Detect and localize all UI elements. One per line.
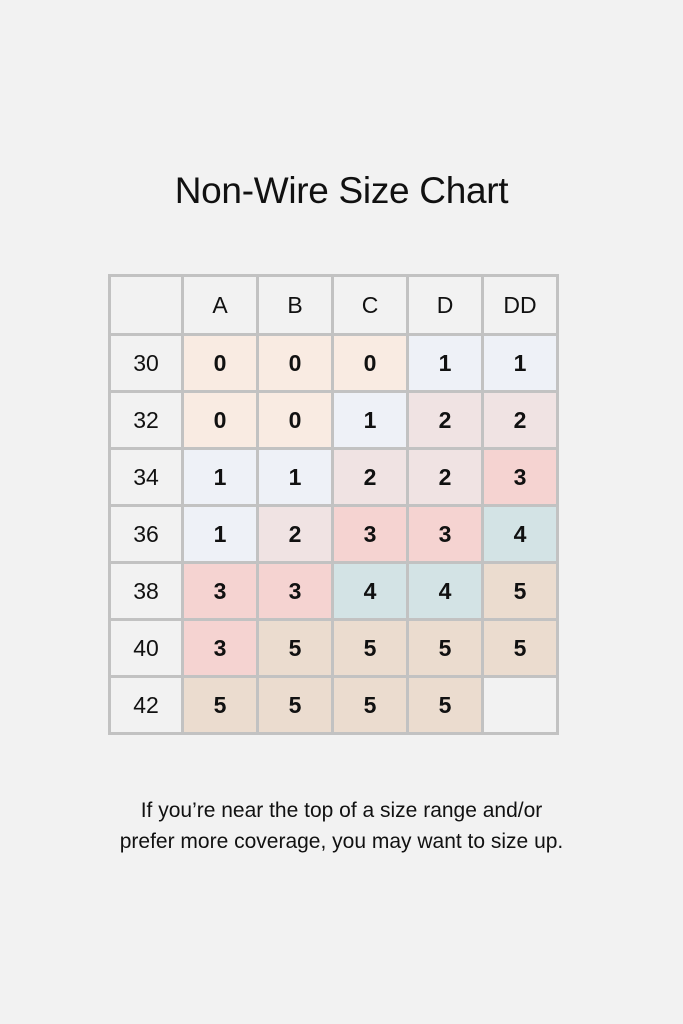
- cell-34-C: 2: [331, 447, 409, 507]
- cell-38-C: 4: [331, 561, 409, 621]
- column-header-C: C: [331, 274, 409, 336]
- table-row: 30 0 0 0 1 1: [108, 333, 559, 393]
- band-label-42: 42: [108, 675, 184, 735]
- column-header-D: D: [406, 274, 484, 336]
- cell-40-D: 5: [406, 618, 484, 678]
- cell-36-D: 3: [406, 504, 484, 564]
- chart-title: Non-Wire Size Chart: [174, 170, 509, 211]
- cell-42-C: 5: [331, 675, 409, 735]
- cell-30-B: 0: [256, 333, 334, 393]
- header-row: A B C D DD: [108, 274, 559, 336]
- cell-32-DD: 2: [481, 390, 559, 450]
- table-row: 36 1 2 3 3 4: [108, 504, 559, 564]
- cell-30-D: 1: [406, 333, 484, 393]
- cell-36-C: 3: [331, 504, 409, 564]
- size-note: If you’re near the top of a size range a…: [0, 795, 683, 857]
- cell-40-A: 3: [181, 618, 259, 678]
- column-header-A: A: [181, 274, 259, 336]
- corner-cell: [108, 274, 184, 336]
- band-label-30: 30: [108, 333, 184, 393]
- cell-38-D: 4: [406, 561, 484, 621]
- table-row: 40 3 5 5 5 5: [108, 618, 559, 678]
- size-table: A B C D DD 30 0 0 0 1 1 32 0 0 1 2 2 34 1 1 2 2 3 36 1 2 3 3 4 38 3 3 4 4…: [108, 274, 559, 735]
- cell-42-A: 5: [181, 675, 259, 735]
- cell-30-DD: 1: [481, 333, 559, 393]
- band-label-40: 40: [108, 618, 184, 678]
- cell-36-DD: 4: [481, 504, 559, 564]
- cell-36-B: 2: [256, 504, 334, 564]
- cell-30-C: 0: [331, 333, 409, 393]
- cell-34-D: 2: [406, 447, 484, 507]
- cell-34-B: 1: [256, 447, 334, 507]
- cell-42-DD: [481, 675, 559, 735]
- cell-36-A: 1: [181, 504, 259, 564]
- band-label-34: 34: [108, 447, 184, 507]
- cell-40-C: 5: [331, 618, 409, 678]
- cell-42-B: 5: [256, 675, 334, 735]
- note-line-1: If you’re near the top of a size range a…: [140, 799, 543, 822]
- band-label-32: 32: [108, 390, 184, 450]
- cell-32-D: 2: [406, 390, 484, 450]
- cell-34-DD: 3: [481, 447, 559, 507]
- column-header-DD: DD: [481, 274, 559, 336]
- column-header-B: B: [256, 274, 334, 336]
- table-row: 32 0 0 1 2 2: [108, 390, 559, 450]
- cell-30-A: 0: [181, 333, 259, 393]
- table-row: 38 3 3 4 4 5: [108, 561, 559, 621]
- table-row: 34 1 1 2 2 3: [108, 447, 559, 507]
- cell-38-B: 3: [256, 561, 334, 621]
- cell-38-DD: 5: [481, 561, 559, 621]
- band-label-36: 36: [108, 504, 184, 564]
- band-label-38: 38: [108, 561, 184, 621]
- cell-40-B: 5: [256, 618, 334, 678]
- table-row: 42 5 5 5 5: [108, 675, 559, 735]
- cell-32-A: 0: [181, 390, 259, 450]
- cell-32-B: 0: [256, 390, 334, 450]
- cell-34-A: 1: [181, 447, 259, 507]
- cell-38-A: 3: [181, 561, 259, 621]
- cell-40-DD: 5: [481, 618, 559, 678]
- cell-32-C: 1: [331, 390, 409, 450]
- cell-42-D: 5: [406, 675, 484, 735]
- note-line-2: prefer more coverage, you may want to si…: [119, 830, 564, 853]
